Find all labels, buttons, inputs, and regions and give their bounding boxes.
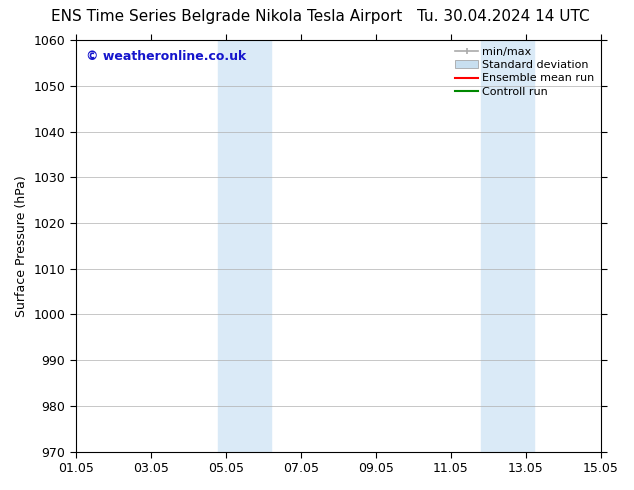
Text: ENS Time Series Belgrade Nikola Tesla Airport: ENS Time Series Belgrade Nikola Tesla Ai…	[51, 9, 402, 24]
Bar	[481, 40, 534, 452]
Text: Tu. 30.04.2024 14 UTC: Tu. 30.04.2024 14 UTC	[417, 9, 590, 24]
Y-axis label: Surface Pressure (hPa): Surface Pressure (hPa)	[15, 175, 28, 317]
Text: © weatheronline.co.uk: © weatheronline.co.uk	[86, 50, 247, 63]
Legend: min/max, Standard deviation, Ensemble mean run, Controll run: min/max, Standard deviation, Ensemble me…	[451, 42, 599, 101]
Bar	[218, 40, 271, 452]
